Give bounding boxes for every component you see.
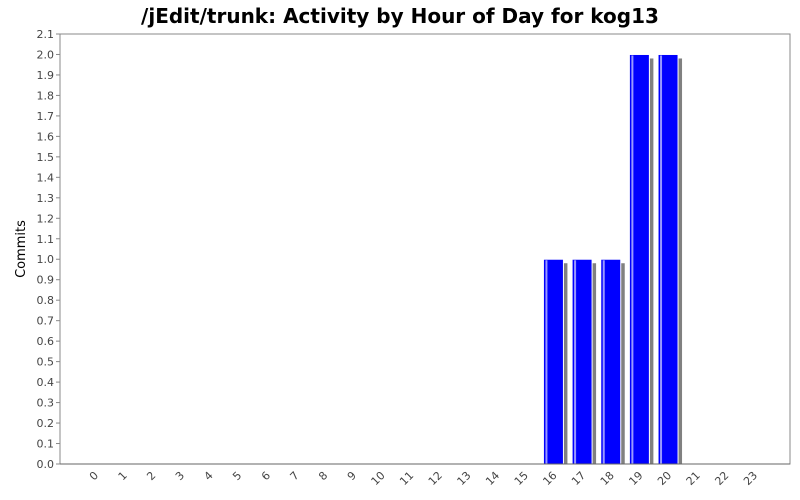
y-tick-label: 0.6 bbox=[37, 335, 55, 348]
y-axis: 0.0 0.1 0.2 0.3 0.4 0.5 0.6 0.7 0.8 0.9 1.0 1.1 1.2 1… bbox=[37, 28, 60, 471]
x-tick-label: 6 bbox=[259, 469, 273, 483]
x-tick-label: 20 bbox=[655, 469, 674, 488]
x-tick-label: 3 bbox=[173, 469, 187, 483]
bar-highlight bbox=[602, 260, 605, 464]
y-tick-label: 0.2 bbox=[37, 417, 55, 430]
y-tick-label: 0.5 bbox=[37, 356, 55, 369]
y-tick-label: 0.1 bbox=[37, 438, 55, 451]
x-tick-label: 23 bbox=[741, 469, 760, 488]
bar-highlight bbox=[545, 260, 548, 464]
x-tick-label: 12 bbox=[426, 469, 445, 488]
x-axis: 0 1 2 3 4 5 6 7 8 9 10 11 12 13 14 15 16 17 18 19 20 21 22 23 bbox=[87, 469, 760, 488]
y-tick-label: 1.8 bbox=[37, 89, 55, 102]
y-tick-label: 1.0 bbox=[37, 253, 55, 266]
x-tick-label: 7 bbox=[288, 469, 302, 483]
x-tick-label: 15 bbox=[512, 469, 531, 488]
x-tick-label: 16 bbox=[540, 469, 559, 488]
y-tick-label: 2.0 bbox=[37, 48, 55, 61]
x-tick-label: 18 bbox=[598, 469, 617, 488]
x-tick-label: 8 bbox=[316, 469, 330, 483]
x-tick-label: 1 bbox=[116, 469, 130, 483]
bar-highlight bbox=[631, 55, 634, 464]
y-tick-label: 1.9 bbox=[37, 69, 55, 82]
x-tick-label: 10 bbox=[369, 469, 388, 488]
y-tick-label: 0.4 bbox=[37, 376, 55, 389]
y-tick-label: 1.4 bbox=[37, 171, 55, 184]
y-tick-label: 0.0 bbox=[37, 458, 55, 471]
bars-group bbox=[60, 53, 790, 465]
x-tick-label: 4 bbox=[202, 469, 216, 483]
x-tick-label: 5 bbox=[230, 469, 244, 483]
x-tick-label: 9 bbox=[345, 469, 359, 483]
x-tick-label: 22 bbox=[712, 469, 731, 488]
x-tick-label: 13 bbox=[455, 469, 474, 488]
x-tick-label: 0 bbox=[87, 469, 101, 483]
y-tick-label: 1.6 bbox=[37, 130, 55, 143]
y-tick-label: 1.2 bbox=[37, 212, 55, 225]
y-tick-label: 0.3 bbox=[37, 397, 55, 410]
y-tick-label: 0.7 bbox=[37, 315, 55, 328]
y-tick-label: 1.3 bbox=[37, 192, 55, 205]
bar-highlight bbox=[660, 55, 663, 464]
x-tick-label: 11 bbox=[397, 469, 416, 488]
bar-highlight bbox=[574, 260, 577, 464]
y-tick-label: 1.7 bbox=[37, 110, 55, 123]
x-tick-label: 17 bbox=[569, 469, 588, 488]
y-tick-label: 1.5 bbox=[37, 151, 55, 164]
y-tick-label: 0.9 bbox=[37, 274, 55, 287]
y-axis-label: Commits bbox=[14, 220, 29, 278]
y-tick-label: 1.1 bbox=[37, 233, 55, 246]
x-tick-label: 2 bbox=[144, 469, 158, 483]
x-tick-label: 21 bbox=[684, 469, 703, 488]
y-tick-label: 2.1 bbox=[37, 28, 55, 41]
y-tick-label: 0.8 bbox=[37, 294, 55, 307]
x-tick-label: 14 bbox=[483, 469, 502, 488]
chart-title: /jEdit/trunk: Activity by Hour of Day fo… bbox=[141, 4, 659, 28]
x-tick-label: 19 bbox=[626, 469, 645, 488]
